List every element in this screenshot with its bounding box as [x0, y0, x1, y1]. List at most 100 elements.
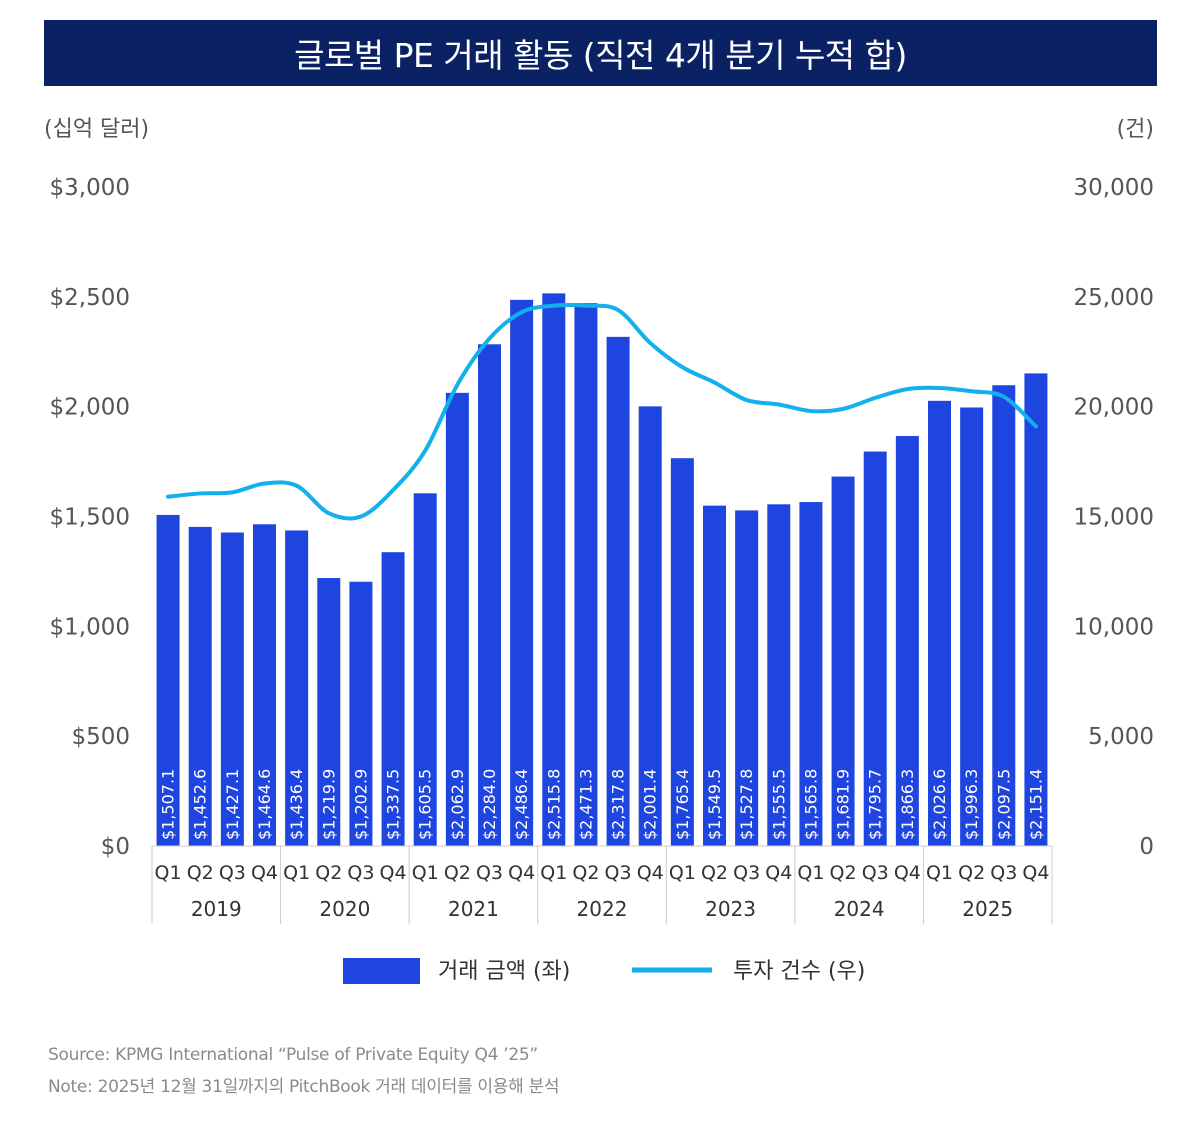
quarter-tick-label: Q2	[187, 862, 214, 884]
quarter-tick-label: Q1	[283, 862, 310, 884]
quarter-tick-label: Q1	[926, 862, 953, 884]
bar	[574, 303, 598, 846]
bar	[606, 336, 630, 846]
legend-bar-swatch	[343, 958, 420, 984]
bar	[156, 514, 180, 846]
bar-data-label: $1,452.6	[191, 769, 210, 840]
bar	[478, 344, 501, 846]
bar-data-label: $1,507.1	[159, 769, 178, 840]
bar-data-label: $2,062.9	[448, 769, 467, 840]
quarter-tick-label: Q4	[894, 862, 921, 884]
quarter-tick-label: Q3	[347, 862, 374, 884]
quarter-tick-label: Q4	[637, 862, 664, 884]
bar	[703, 505, 726, 846]
bar	[735, 510, 759, 846]
bar-data-label: $1,765.4	[673, 769, 692, 840]
quarter-tick-label: Q4	[1022, 862, 1049, 884]
bar-data-label: $1,549.5	[705, 769, 724, 840]
left-axis-tick-label: $2,000	[50, 395, 130, 421]
quarter-tick-label: Q2	[958, 862, 985, 884]
left-axis-tick-label: $2,500	[50, 285, 130, 311]
bar	[863, 451, 887, 846]
bar	[317, 578, 341, 846]
bar-data-label: $1,219.9	[319, 769, 338, 840]
bar	[188, 526, 212, 846]
bar-data-label: $2,026.6	[930, 769, 949, 840]
legend-bar-label: 거래 금액 (좌)	[438, 959, 570, 984]
bar	[928, 400, 951, 846]
year-tick-label: 2022	[577, 897, 628, 921]
legend-line-label: 투자 건수 (우)	[733, 959, 865, 984]
bar	[285, 530, 309, 846]
bar-data-label: $1,795.7	[866, 769, 885, 840]
year-tick-label: 2020	[319, 897, 370, 921]
bar	[1024, 373, 1048, 846]
quarter-tick-label: Q4	[765, 862, 792, 884]
source-note: Source: KPMG International “Pulse of Pri…	[48, 1045, 538, 1065]
quarter-tick-label: Q3	[219, 862, 246, 884]
quarter-tick-label: Q3	[862, 862, 889, 884]
bar-data-label: $1,337.5	[384, 769, 403, 840]
bar	[831, 476, 855, 846]
bar-data-label: $1,527.8	[737, 769, 756, 840]
quarter-tick-label: Q2	[830, 862, 857, 884]
bar	[220, 532, 244, 846]
bar	[638, 406, 662, 846]
bar	[510, 299, 534, 846]
left-axis-tick-label: $0	[101, 834, 130, 860]
right-axis-tick-label: 20,000	[1074, 395, 1154, 421]
right-axis-tick-label: 5,000	[1088, 724, 1154, 750]
bar-data-label: $2,284.0	[480, 769, 499, 840]
right-axis-tick-label: 15,000	[1074, 505, 1154, 531]
left-axis-tick-label: $1,500	[50, 505, 130, 531]
data-note: Note: 2025년 12월 31일까지의 PitchBook 거래 데이터를…	[48, 1077, 560, 1097]
bar	[542, 293, 566, 846]
quarter-tick-label: Q2	[444, 862, 471, 884]
bar	[895, 436, 919, 846]
quarter-tick-label: Q2	[572, 862, 599, 884]
bar-data-label: $1,464.6	[255, 769, 274, 840]
bar-data-label: $2,486.4	[512, 769, 531, 840]
left-axis-tick-label: $1,000	[50, 614, 130, 640]
bar-data-label: $2,317.8	[609, 769, 628, 840]
bar	[960, 407, 984, 846]
bar-data-label: $1,866.3	[898, 769, 917, 840]
quarter-tick-label: Q3	[605, 862, 632, 884]
year-tick-label: 2019	[191, 897, 242, 921]
left-axis-unit: (십억 달러)	[44, 117, 150, 142]
bar	[253, 524, 276, 846]
bar-data-label: $2,471.3	[576, 769, 595, 840]
bar-data-label: $1,565.8	[801, 769, 820, 840]
right-axis-tick-label: 0	[1139, 834, 1154, 860]
right-axis-tick-label: 30,000	[1074, 175, 1154, 201]
bar	[670, 458, 694, 846]
quarter-tick-label: Q2	[315, 862, 342, 884]
right-axis-unit: (건)	[1116, 117, 1154, 142]
quarter-tick-label: Q1	[669, 862, 696, 884]
quarter-tick-label: Q4	[251, 862, 278, 884]
bar-data-label: $2,001.4	[641, 769, 660, 840]
line-series-deal-count	[166, 302, 1038, 521]
quarter-tick-label: Q4	[508, 862, 535, 884]
year-tick-label: 2023	[705, 897, 756, 921]
bar-data-label: $1,427.1	[223, 769, 242, 840]
bar-data-label: $2,097.5	[994, 769, 1013, 840]
bar	[992, 385, 1016, 846]
bar	[413, 493, 437, 846]
right-axis-tick-label: 10,000	[1074, 614, 1154, 640]
left-axis-tick-label: $3,000	[50, 175, 130, 201]
bar-data-label: $2,151.4	[1026, 769, 1045, 840]
quarter-tick-label: Q1	[155, 862, 182, 884]
year-tick-label: 2025	[962, 897, 1013, 921]
bar	[381, 552, 405, 846]
bar-data-label: $1,605.5	[416, 769, 435, 840]
left-axis-tick-label: $500	[71, 724, 130, 750]
bar-data-label: $1,996.3	[962, 769, 981, 840]
quarter-tick-label: Q3	[476, 862, 503, 884]
quarter-tick-label: Q4	[380, 862, 407, 884]
bar	[799, 502, 823, 846]
quarter-tick-label: Q1	[797, 862, 824, 884]
year-tick-label: 2024	[834, 897, 885, 921]
year-tick-label: 2021	[448, 897, 499, 921]
quarter-tick-label: Q1	[412, 862, 439, 884]
